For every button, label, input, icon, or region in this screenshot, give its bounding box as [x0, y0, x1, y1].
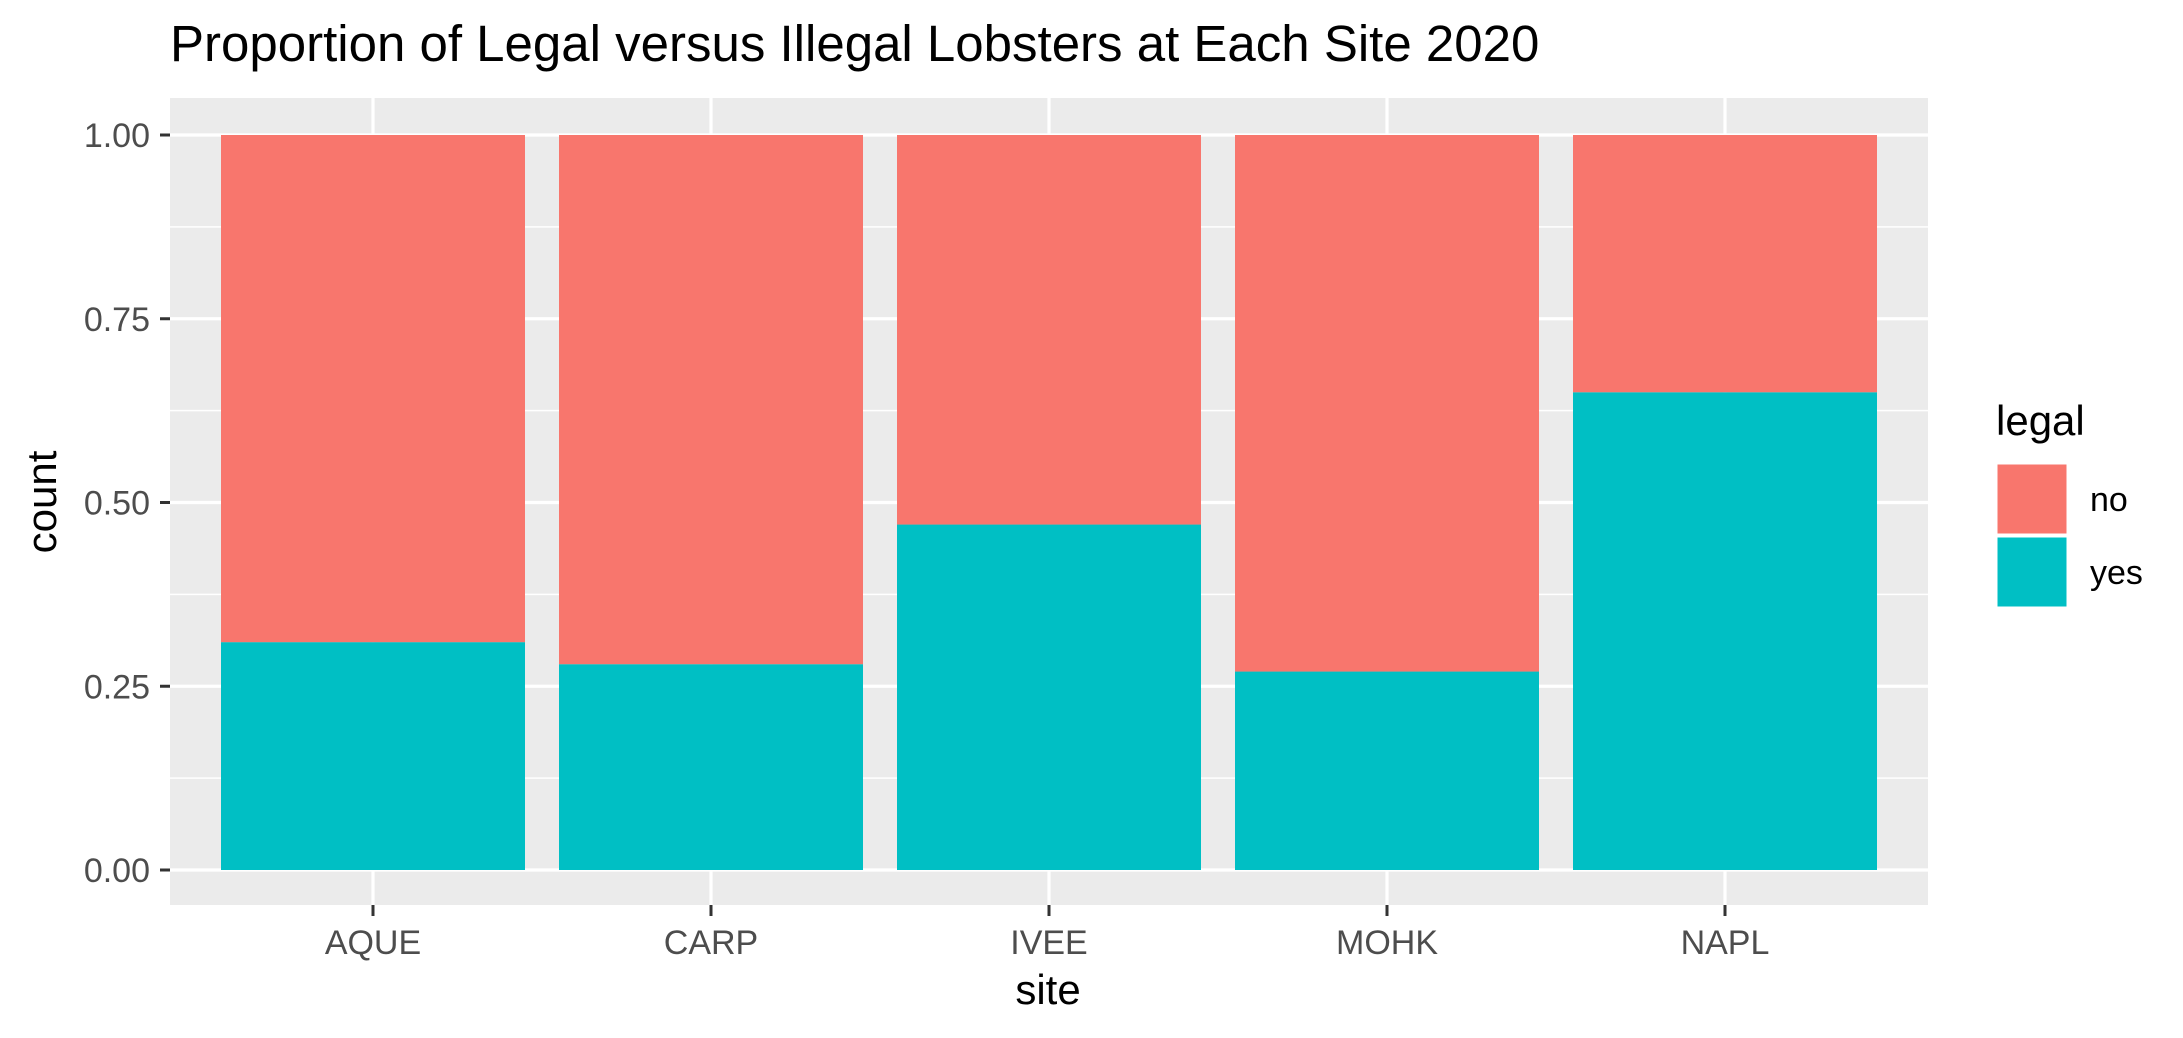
- y-axis: 0.00 0.25 0.50 0.75 1.00: [84, 117, 170, 890]
- x-tick-label: CARP: [664, 924, 758, 962]
- chart-title: Proportion of Legal versus Illegal Lobst…: [170, 15, 1539, 72]
- x-tick-label: MOHK: [1336, 924, 1438, 962]
- bar-mohk-yes: [1235, 671, 1539, 870]
- x-tick-label: NAPL: [1681, 924, 1770, 962]
- legend: legal no yes: [1994, 397, 2143, 610]
- legend-label-no: no: [2090, 481, 2128, 519]
- x-axis-title: site: [1015, 966, 1080, 1013]
- bar-carp-yes: [559, 664, 863, 870]
- legend-key-no: [1994, 461, 2070, 537]
- bars: [221, 135, 1877, 870]
- bar-ivee-yes: [897, 524, 1201, 870]
- legend-title: legal: [1996, 397, 2085, 444]
- bar-aque-no: [221, 135, 525, 643]
- y-tick-label: 1.00: [84, 117, 150, 155]
- bar-mohk-no: [1235, 135, 1539, 672]
- bar-aque-yes: [221, 642, 525, 870]
- x-tick-label: AQUE: [325, 924, 421, 962]
- y-tick-label: 0.50: [84, 485, 150, 523]
- y-tick-label: 0.25: [84, 668, 150, 706]
- bar-napl-yes: [1573, 392, 1877, 870]
- y-tick-label: 0.75: [84, 301, 150, 339]
- bar-napl-no: [1573, 135, 1877, 393]
- bar-carp-no: [559, 135, 863, 665]
- legend-key-yes: [1994, 534, 2070, 610]
- legend-label-yes: yes: [2090, 554, 2143, 592]
- x-tick-label: IVEE: [1010, 924, 1087, 962]
- y-tick-label: 0.00: [84, 852, 150, 890]
- bar-ivee-no: [897, 135, 1201, 525]
- x-axis: AQUE CARP IVEE MOHK NAPL: [325, 905, 1770, 962]
- y-axis-title: count: [18, 450, 65, 553]
- legend-items: no yes: [1994, 461, 2143, 610]
